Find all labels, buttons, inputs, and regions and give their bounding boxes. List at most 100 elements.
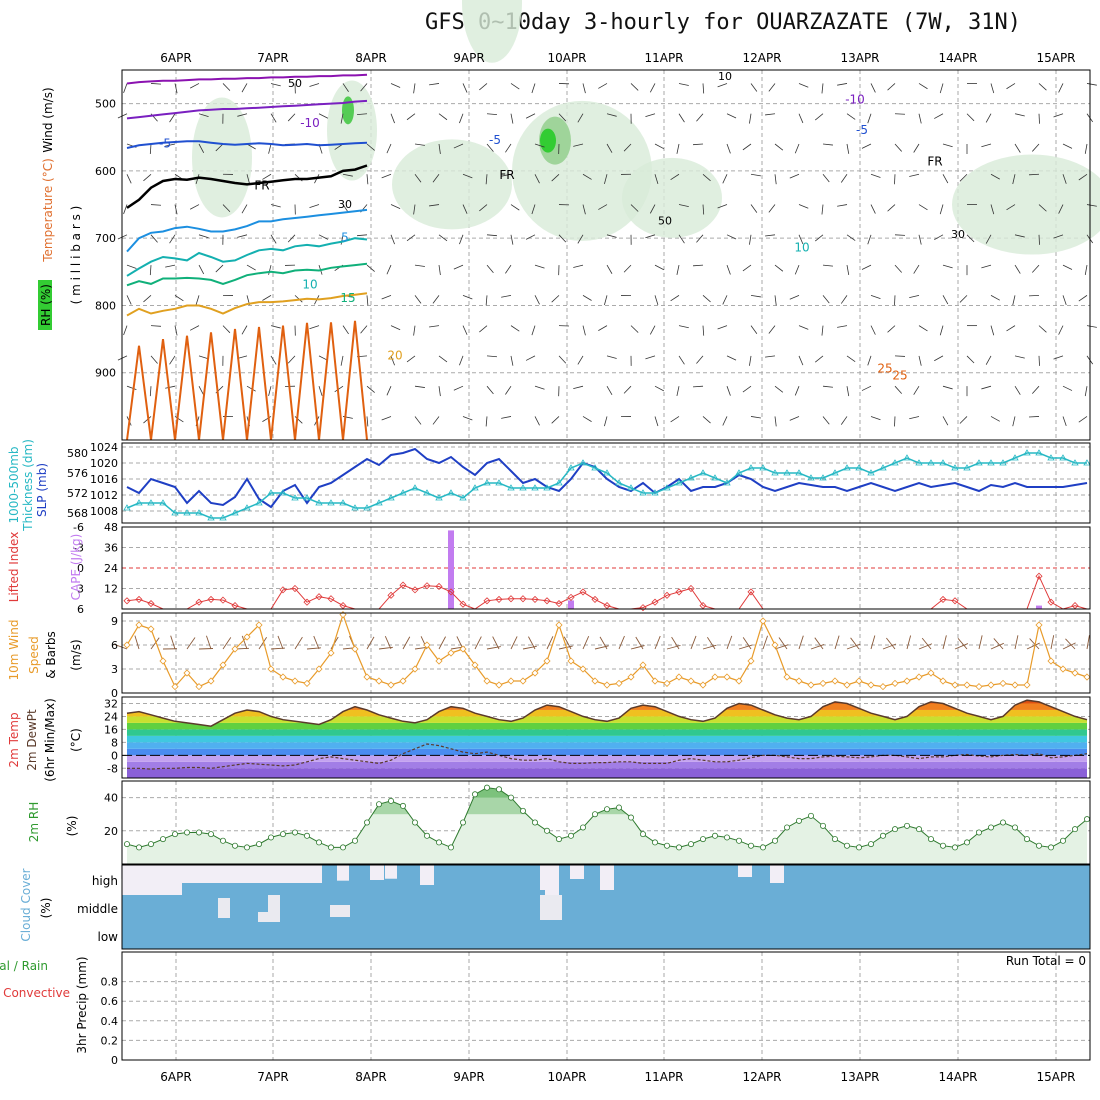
wind-speed-point [147,625,155,633]
upper-wind-barb [867,234,872,245]
upper-wind-barb [485,416,488,427]
upper-wind-barb [1012,174,1016,185]
rh-point [231,842,238,849]
upper-wind-barb [861,385,872,391]
upper-wind-barb [551,416,560,424]
wind-tick-label: 9 [111,615,118,628]
li-point [291,584,299,593]
precip-tick-label: 0.6 [101,995,119,1008]
thickness-point [699,469,707,476]
wind-speed-point [903,677,911,685]
upper-wind-barb [798,113,804,124]
isotherm-label: 5 [341,231,349,245]
wind-speed-point [351,645,359,653]
cloud-clear-cell [420,865,434,885]
li-point [687,584,695,593]
li-point [531,595,539,603]
temp-tick-label: 16 [104,723,118,736]
li-point [147,599,155,608]
upper-wind-barb [582,83,586,94]
wind-speed-point [207,677,215,685]
upper-wind-barb [985,234,992,244]
upper-wind-barb [726,113,737,119]
upper-wind-barb [1062,295,1067,305]
thickness-point [951,464,959,471]
upper-wind-barb [909,173,920,177]
rh-point [303,832,310,839]
surface-wind-barb [438,636,446,650]
wind-speed-point [159,657,167,665]
surface-wind-barb [850,637,860,650]
upper-wind-barb [918,325,928,332]
isotherm-label: FR [254,179,269,193]
upper-wind-barb [1032,143,1040,152]
li-tick-label: -6 [73,521,84,534]
surface-wind-barb [186,637,196,650]
surface-wind-barb [594,645,609,650]
upper-wind-barb [459,234,464,245]
upper-wind-barb [270,83,281,87]
upper-wind-barb [459,355,464,366]
upper-wind-barb [702,83,705,94]
isotherm-15 [126,262,368,287]
rh-tick-label: 40 [104,792,118,805]
upper-wind-barb [198,264,205,275]
upper-wind-barb [966,355,975,364]
thickness-point [363,504,371,511]
upper-wind-barb [798,83,809,88]
upper-wind-barb [390,234,395,245]
rh-point [219,837,226,844]
upper-wind-barb [649,325,656,335]
wind-speed-point [843,681,851,689]
upper-wind-barb [654,295,659,306]
surface-wind-barb [635,636,644,650]
thickness-point [843,464,851,471]
upper-wind-barb [390,355,395,366]
rh2m-axis-label: 2m RH [27,802,41,843]
upper-wind-barb [195,295,200,306]
upper-wind-barb [742,264,752,272]
rh-point [327,844,334,851]
rh-shade-max [540,128,556,153]
upper-wind-barb [942,264,953,269]
wind-speed-line [126,612,1088,688]
upper-wind-barb [749,234,752,245]
upper-wind-barb [486,113,497,115]
upper-wind-barb [1038,355,1040,366]
li-point [219,596,227,604]
wind-speed-point [1011,681,1019,689]
surface-wind-barb [834,635,840,650]
upper-wind-barb [1014,143,1021,153]
upper-wind-barb [150,355,158,364]
li-point [555,599,563,608]
upper-wind-barb [722,416,728,426]
upper-wind-barb [1084,265,1088,276]
text-layer: 6APR 6APR 7APR 7APR 8APR 8APR 9APR 9APR 10APR 10A… [0,51,1086,1084]
upper-wind-barb [432,295,440,304]
wind-speed-point [747,657,755,665]
upper-wind-barb [959,416,968,424]
upper-wind-barb [768,83,776,92]
upper-wind-barb [1038,234,1040,245]
surface-wind-barb [599,636,608,650]
upper-wind-barb [676,386,680,397]
temp-tick-label: 0 [111,749,118,762]
wind-speed-point [435,657,443,665]
thickness-series-line [126,452,1087,519]
rh2m-units-label: (%) [65,816,79,837]
cloud-axis-label: Cloud Cover [19,868,33,941]
wind-speed-point [1035,621,1043,629]
temp-series-line [126,699,1088,727]
li-point [483,597,491,605]
wind-units-axis-label: (m/s) [69,639,83,670]
isotherm-label: 10 [794,241,809,255]
thickness-point [231,509,239,516]
upper-wind-barb [750,204,758,213]
upper-wind-barb [722,295,728,305]
isotherm-label: -10 [300,116,320,130]
upper-wind-barb [846,265,850,276]
surface-wind-barb [206,635,212,650]
wind-speed-point [807,681,815,689]
thickness-point [303,494,311,501]
